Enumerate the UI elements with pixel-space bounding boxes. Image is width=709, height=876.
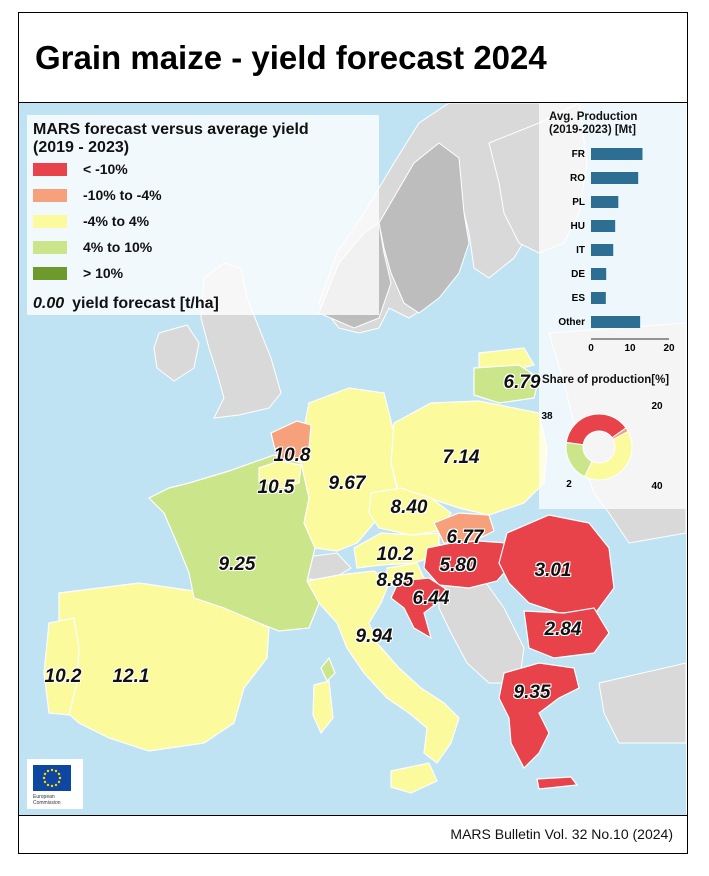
bar-category-label: IT (576, 245, 585, 256)
bar-chart-title-line2: (2019-2023) [Mt] (549, 124, 636, 136)
bar-category-label: FR (572, 149, 586, 160)
map-area: MARS forecast versus average yield (2019… (19, 103, 686, 815)
legend-label: < -10% (83, 161, 128, 177)
country-lithuania (473, 364, 540, 404)
country-crete (536, 776, 579, 790)
yield-label-greece: 9.35 (513, 682, 551, 703)
legend-label: 4% to 10% (83, 239, 153, 255)
country-netherlands (270, 420, 312, 462)
country-croatia (390, 577, 450, 640)
country-greece (498, 662, 580, 770)
country-romania (498, 514, 615, 614)
legend-title-line2: (2019 - 2023) (33, 139, 130, 156)
yield-label-slovenia: 8.85 (376, 570, 414, 591)
legend-swatch-lightgreen (33, 241, 67, 254)
legend-label: -4% to 4% (83, 213, 150, 229)
land-turkey (598, 662, 686, 744)
bar-x-tick-label: 20 (663, 343, 675, 354)
eu-stars-icon (42, 768, 62, 788)
bar-de (591, 268, 607, 280)
eu-flag-icon (33, 765, 71, 791)
map-frame: Grain maize - yield forecast 2024 (18, 12, 688, 854)
land-balkans (438, 572, 525, 684)
footer: MARS Bulletin Vol. 32 No.10 (2024) (19, 815, 687, 853)
bar-pl (591, 196, 619, 208)
bar-chart-title: Avg. Production (2019-2023) [Mt] (549, 111, 637, 137)
share-donut-chart: 38 2 40 20 (541, 401, 663, 492)
yield-label-croatia: 6.44 (412, 588, 450, 609)
yield-label-bulgaria: 2.84 (544, 619, 582, 640)
european-commission-logo: European Commission (27, 759, 83, 809)
legend-swatch-red (33, 163, 67, 176)
yield-example-value: 0.00 (33, 295, 65, 312)
bar-category-label: ES (572, 293, 586, 304)
legend-panel: MARS forecast versus average yield (2019… (27, 115, 379, 315)
donut-slice (565, 441, 593, 478)
bar-es (591, 292, 606, 304)
legend-swatch-salmon (33, 189, 67, 202)
country-belgium (258, 460, 302, 489)
donut-slice (583, 430, 633, 481)
yield-label-lithuania: 6.79 (503, 372, 541, 393)
title-bar: Grain maize - yield forecast 2024 (19, 13, 687, 103)
donut-slice-label: 20 (651, 401, 663, 412)
country-slovakia (433, 512, 495, 544)
yield-label-belgium: 10.5 (257, 477, 295, 498)
land-ireland (153, 324, 200, 382)
yield-label-czechia: 8.40 (390, 497, 428, 518)
country-france-corsica (320, 656, 336, 683)
yield-forecast-caption: 0.00 yield forecast [t/ha] (33, 295, 219, 313)
production-bar-chart: FR RO PL HU IT DE ES Other 0 10 20 (558, 148, 675, 354)
yield-label-austria: 10.2 (376, 544, 414, 565)
map-title: Grain maize - yield forecast 2024 (35, 39, 547, 76)
bar-category-label: DE (571, 269, 585, 280)
bar-category-label: PL (572, 197, 585, 208)
country-italy (306, 570, 460, 764)
bar-ro (591, 172, 639, 184)
yield-label-hungary: 5.80 (439, 555, 477, 576)
yield-caption-text: yield forecast [t/ha] (72, 295, 219, 312)
donut-slice-label: 38 (541, 411, 553, 422)
country-portugal (43, 617, 80, 716)
bar-x-tick-label: 0 (588, 343, 594, 354)
yield-label-netherlands: 10.8 (273, 445, 311, 466)
eu-logo-line1: European (33, 794, 55, 800)
legend-label: -10% to -4% (83, 187, 162, 203)
yield-label-france: 9.25 (218, 554, 256, 575)
bar-category-label: Other (558, 317, 585, 328)
yield-label-spain: 12.1 (112, 666, 150, 687)
yield-label-poland: 7.14 (442, 447, 480, 468)
country-bulgaria (523, 607, 610, 659)
legend-title: MARS forecast versus average yield (2019… (33, 121, 309, 157)
bar-hu (591, 220, 616, 232)
yield-label-slovakia: 6.77 (446, 527, 484, 548)
bulletin-reference: MARS Bulletin Vol. 32 No.10 (2024) (450, 826, 673, 842)
country-france (147, 454, 320, 632)
eu-logo-text: European Commission (33, 794, 61, 806)
share-chart-title: Share of production[%] (542, 374, 670, 386)
donut-slice (565, 413, 627, 446)
production-inset: Avg. Production (2019-2023) [Mt] FR RO PL H… (539, 103, 686, 509)
yield-label-portugal: 10.2 (44, 666, 82, 687)
legend-swatch-yellow (33, 215, 67, 228)
yield-label-germany: 9.67 (328, 473, 366, 494)
bar-fr (591, 148, 643, 160)
bar-x-tick-label: 10 (624, 343, 636, 354)
bar-category-label: HU (571, 221, 585, 232)
bar-chart-title-line1: Avg. Production (549, 111, 638, 123)
bar-category-label: RO (570, 173, 585, 184)
country-italy-sicily (390, 762, 438, 794)
legend-swatch-darkgreen (33, 267, 67, 280)
yield-label-italy: 9.94 (355, 626, 393, 647)
land-sweden-dark (378, 142, 470, 314)
donut-slice-label: 40 (651, 481, 663, 492)
donut-slice-label: 2 (566, 479, 572, 490)
bar-other (591, 316, 641, 328)
legend-label: > 10% (83, 265, 124, 281)
legend-title-line1: MARS forecast versus average yield (33, 121, 309, 138)
yield-label-romania: 3.01 (534, 560, 572, 581)
eu-logo-line2: Commission (33, 800, 61, 806)
country-italy-sardinia (312, 680, 334, 735)
bar-it (591, 244, 614, 256)
